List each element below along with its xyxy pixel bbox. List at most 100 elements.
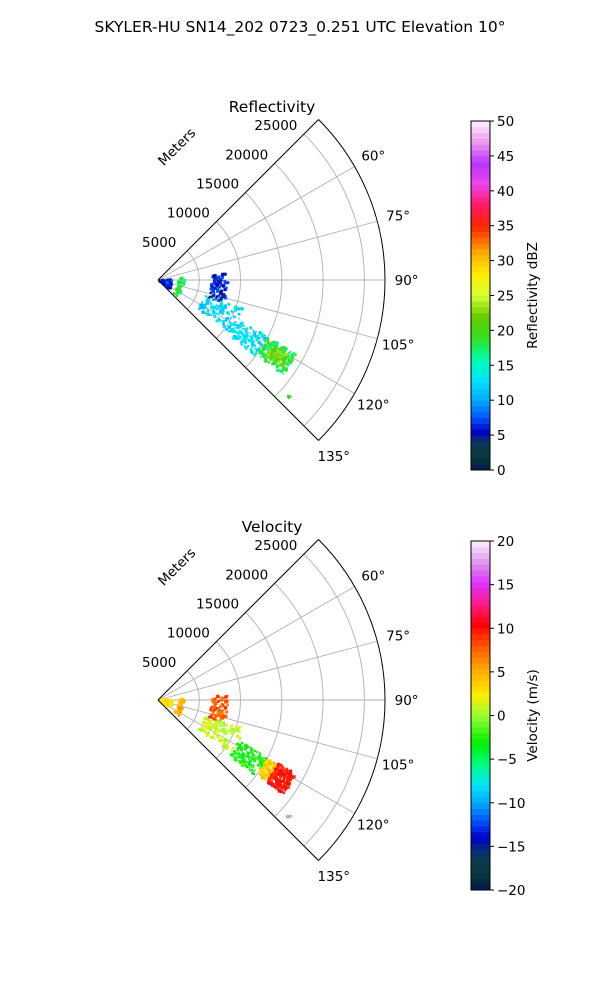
velocity-colorbar-segment (471, 604, 490, 612)
velocity-echo-pixel (209, 708, 213, 712)
reflectivity-echo-pixel (249, 326, 252, 329)
reflectivity-colorbar-segment (471, 208, 490, 215)
reflectivity-colorbar-segment (471, 266, 490, 273)
velocity-colorbar-segment (471, 558, 490, 565)
velocity-echo-pixel (272, 761, 275, 764)
reflectivity-echo-pixel (243, 345, 247, 348)
reflectivity-echo-pixel (237, 334, 240, 337)
velocity-echo-pixel (268, 762, 272, 765)
velocity-echo-pixel (214, 705, 217, 709)
reflectivity-colorbar-segment (471, 179, 490, 186)
velocity-echo-pixel (260, 772, 263, 776)
velocity-echo-pixel (216, 694, 220, 699)
reflectivity-echo-pixel (249, 349, 254, 353)
reflectivity-colorbar-tick-label: 20 (497, 323, 514, 339)
velocity-echo-pixel (269, 776, 272, 779)
reflectivity-echo-pixel (280, 358, 283, 361)
velocity-echo-pixel (214, 729, 216, 732)
velocity-echo-pixel (272, 771, 275, 775)
reflectivity-echo-pixel (165, 284, 169, 289)
reflectivity-echo-pixel (266, 339, 268, 342)
reflectivity-echo-pixel (261, 353, 264, 356)
velocity-colorbar-segment (471, 855, 490, 862)
reflectivity-echo-pixel (253, 353, 257, 357)
velocity-colorbar-segment (471, 814, 490, 821)
velocity-echo-pixel (260, 759, 262, 761)
velocity-colorbar-segment (471, 651, 490, 658)
reflectivity-echo-pixel (176, 294, 179, 297)
velocity-echo-pixel (259, 760, 262, 763)
reflectivity-echo-pixel (211, 282, 214, 285)
reflectivity-echo-pixel (263, 334, 266, 337)
reflectivity-echo-pixel (279, 356, 283, 359)
reflectivity-echo-pixel (224, 273, 227, 276)
velocity-range-tick-label: 5000 (142, 655, 176, 671)
reflectivity-echo-pixel (277, 360, 281, 364)
velocity-echo-pixel (262, 777, 265, 780)
velocity-radial-label: Meters (155, 545, 199, 589)
reflectivity-colorbar: 0 5 10 15 20 25 30 35 40 45 50 Reflectivity dBZ (470, 114, 541, 479)
velocity-echo-pixel (260, 766, 263, 769)
reflectivity-echo-pixel (172, 292, 176, 295)
velocity-echo-pixel (233, 727, 237, 731)
reflectivity-echo-pixel (282, 348, 286, 352)
reflectivity-echo-pixel (251, 351, 254, 354)
velocity-echo-pixel (266, 766, 269, 770)
velocity-echo-pixel (273, 766, 276, 769)
velocity-echo-pixel (217, 735, 220, 738)
velocity-azimuth-tick-label: 60° (361, 569, 385, 585)
velocity-echo-pixel (290, 776, 293, 779)
velocity-echo-pixel (219, 718, 223, 721)
reflectivity-echo-pixel (216, 299, 219, 302)
reflectivity-colorbar-segment (471, 167, 490, 174)
reflectivity-azimuth-spoke (157, 279, 378, 340)
reflectivity-azimuth-spoke (157, 166, 355, 281)
reflectivity-echo-pixel (254, 347, 257, 350)
reflectivity-echo-pixel (221, 312, 225, 315)
reflectivity-echo-pixel (259, 331, 262, 334)
velocity-echo-pixel (280, 786, 284, 790)
reflectivity-echo-pixel (255, 348, 259, 352)
velocity-echo-pixel (277, 779, 280, 781)
velocity-colorbar-segment (471, 610, 490, 618)
reflectivity-colorbar-tick-label: 30 (497, 254, 514, 270)
velocity-echo-pixel (213, 702, 217, 706)
velocity-echo-pixel (272, 783, 275, 786)
velocity-echo-pixel (166, 705, 169, 708)
velocity-echo-pixel (207, 731, 210, 735)
velocity-echo-pixel (223, 738, 228, 742)
reflectivity-echo-pixel (268, 350, 272, 354)
reflectivity-azimuth-tick-label: 135° (318, 449, 351, 465)
velocity-echo-pixel (292, 775, 296, 779)
reflectivity-colorbar-segment (471, 138, 490, 145)
reflectivity-echo-pixel (249, 339, 253, 342)
reflectivity-colorbar-segment (471, 400, 490, 407)
velocity-echo-pixel (239, 753, 242, 756)
reflectivity-colorbar-segment (471, 237, 490, 244)
velocity-echo-pixel (286, 785, 290, 789)
reflectivity-echo-pixel (277, 358, 281, 361)
reflectivity-echo-pixel (218, 280, 223, 284)
reflectivity-echo-pixel (281, 357, 285, 360)
velocity-echo-pixel (210, 698, 215, 702)
velocity-colorbar: −20 −15 −10 −5 0 5 10 15 20 Velocity (m/s) (470, 534, 541, 899)
reflectivity-echo-pixel (274, 345, 278, 349)
reflectivity-echo-pixel (242, 339, 245, 342)
reflectivity-echo-pixel (213, 286, 217, 290)
velocity-echo-pixel (277, 774, 280, 777)
reflectivity-echo-pixel (207, 296, 210, 299)
velocity-echo-pixel (281, 773, 285, 777)
velocity-echo-pixel (265, 768, 268, 771)
velocity-echo-pixel (215, 720, 217, 723)
reflectivity-echo-pixel (281, 367, 285, 371)
velocity-echo-pixel (260, 771, 263, 774)
reflectivity-echo-pixel (275, 363, 278, 366)
reflectivity-echo-pixel (213, 314, 216, 318)
reflectivity-echo-pixel (221, 310, 224, 313)
velocity-echo-pixel (278, 784, 282, 788)
reflectivity-echo-pixel (239, 325, 243, 328)
reflectivity-echo-pixel (279, 369, 283, 373)
velocity-echo-pixel (268, 779, 272, 783)
velocity-colorbar-segment (471, 791, 490, 798)
reflectivity-echo-pixel (231, 310, 234, 314)
